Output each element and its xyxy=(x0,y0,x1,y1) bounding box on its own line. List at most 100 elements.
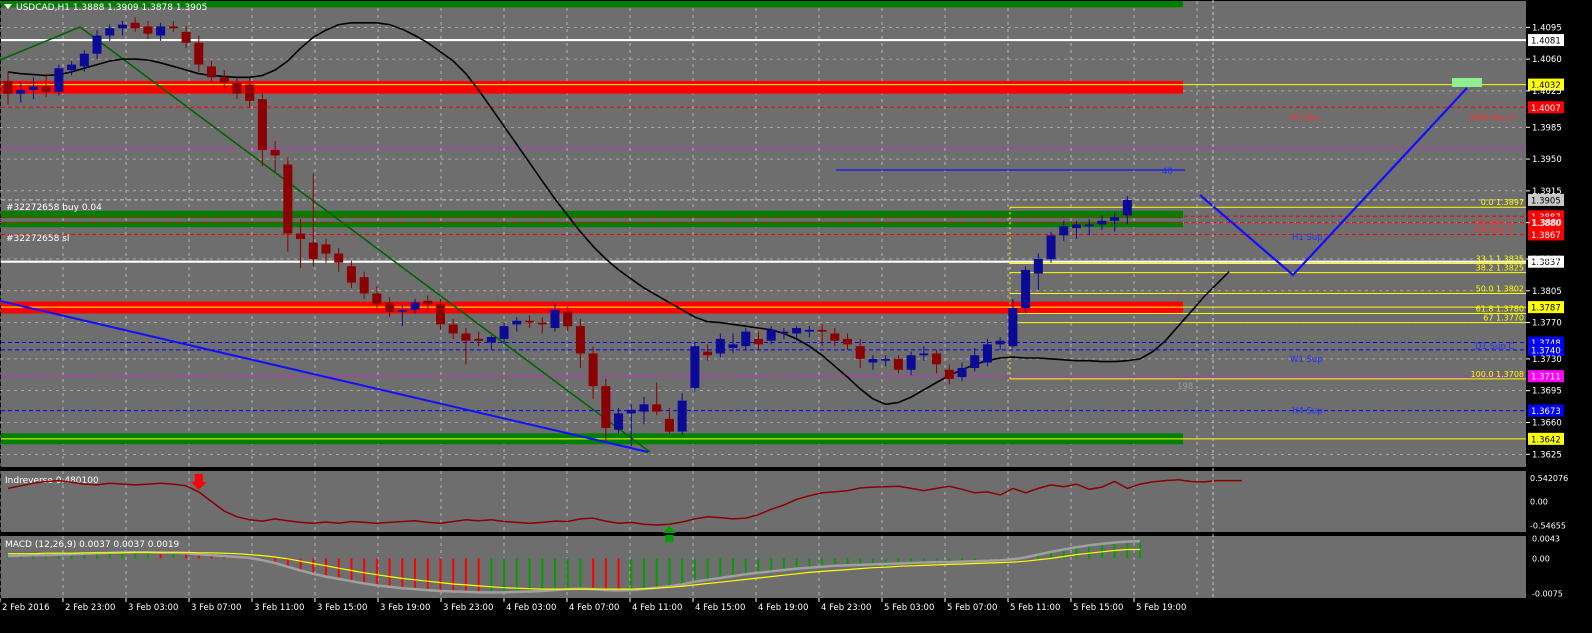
sr-zone xyxy=(1,210,1183,219)
time-tick-label: 3 Feb 15:00 xyxy=(317,603,367,613)
indreverse-plot-background xyxy=(1,471,1526,532)
candle-body xyxy=(1059,226,1069,236)
price-tick-label: 1.3840 xyxy=(1532,255,1562,265)
time-axis-background xyxy=(0,598,1592,629)
candle-body xyxy=(601,386,611,428)
candle-body xyxy=(614,413,624,430)
candle-body xyxy=(664,418,674,432)
time-tick-label: 5 Feb 11:00 xyxy=(1010,603,1060,613)
price-tick-label: 1.4095 xyxy=(1532,23,1562,33)
price-tick-label: 1.3695 xyxy=(1532,387,1562,397)
candle-body xyxy=(194,42,204,65)
fib-level-label: 50.0 1.3802 xyxy=(1476,284,1524,293)
candle-body xyxy=(499,326,509,339)
candle-body xyxy=(995,340,1005,345)
price-level-tag xyxy=(1528,78,1564,91)
price-level-tag xyxy=(1528,216,1564,229)
candle-body xyxy=(461,333,471,341)
candle-body xyxy=(168,26,178,29)
price-tick-label: 1.4025 xyxy=(1532,87,1562,97)
fib-level-label: 67 1.3770 xyxy=(1483,314,1524,323)
level-annotation: 198 xyxy=(1177,382,1193,392)
candle-body xyxy=(626,409,636,414)
time-tick-label: 4 Feb 15:00 xyxy=(695,603,745,613)
candle-body xyxy=(893,358,903,370)
time-tick-label: 5 Feb 15:00 xyxy=(1073,603,1123,613)
price-level-tag xyxy=(1528,404,1564,417)
horizontal-levels xyxy=(1,38,1526,440)
candle-body xyxy=(156,26,166,36)
macd-tick-label: 0.0043 xyxy=(1532,534,1560,543)
time-tick-label: 4 Feb 19:00 xyxy=(758,603,808,613)
time-tick-label: 4 Feb 07:00 xyxy=(569,603,619,613)
price-level-tag-text: 1.3642 xyxy=(1531,435,1561,445)
time-tick-label: 3 Feb 11:00 xyxy=(254,603,304,613)
green-trendline xyxy=(0,26,651,453)
candle-body xyxy=(766,329,776,341)
price-tick-label: 1.3625 xyxy=(1532,450,1562,460)
price-tick-label: 1.3730 xyxy=(1532,355,1562,365)
candle-body xyxy=(16,90,26,94)
candle-body xyxy=(334,253,344,263)
candle-body xyxy=(270,149,280,156)
price-level-tag-text: 1.4007 xyxy=(1531,104,1561,114)
candle-body xyxy=(219,77,229,83)
price-level-tag xyxy=(1528,301,1564,314)
candle-body xyxy=(550,309,560,329)
candle-body xyxy=(843,338,853,345)
price-level-tag xyxy=(1528,432,1564,445)
candle-body xyxy=(143,26,153,34)
price-tick-label: 1.3915 xyxy=(1532,187,1562,197)
candle-body xyxy=(1110,217,1120,221)
fib-level-label: 38.2 1.3825 xyxy=(1476,264,1524,273)
price-tick-label: 1.3770 xyxy=(1532,319,1562,329)
candle-body xyxy=(982,344,992,363)
candle-body xyxy=(881,358,891,361)
level-annotations: D1 Res MN1 Res C H1 Res CH4 Res C H1 Sup D1 … xyxy=(1162,113,1516,416)
candle-body xyxy=(448,324,458,334)
fib-level-label: 61.8 1.3780 xyxy=(1476,304,1524,313)
price-tick-label: 1.4060 xyxy=(1532,55,1562,65)
sr-zone xyxy=(1,1,1183,8)
candle-body xyxy=(575,326,585,354)
price-level-tag xyxy=(1528,193,1564,206)
macd-tick-label: -0.0075 xyxy=(1532,589,1563,598)
price-tick-label: 1.3880 xyxy=(1532,219,1562,229)
candle-body xyxy=(385,302,395,312)
level-annotation: H1 Sup xyxy=(1292,233,1323,243)
candle-body xyxy=(245,84,255,101)
symbol-header: USDCAD,H1 1.3888 1.3909 1.3878 1.3905 xyxy=(16,3,207,13)
time-tick-label: 3 Feb 19:00 xyxy=(380,603,430,613)
macd-plot-background xyxy=(1,536,1526,598)
fib-level-label: 33.1 1.3835 xyxy=(1476,255,1524,264)
candle-body xyxy=(753,338,763,345)
level-annotation: H4 Sup xyxy=(1292,407,1323,417)
candle-body xyxy=(257,99,267,150)
candle-body xyxy=(410,302,420,310)
candle-body xyxy=(868,358,878,363)
candle-body xyxy=(588,353,598,387)
price-level-tag xyxy=(1528,101,1564,114)
candle-body xyxy=(932,353,942,365)
level-annotation: W1 Sup xyxy=(1290,355,1323,365)
candle-body xyxy=(207,66,217,78)
header-triangle-icon xyxy=(4,4,12,9)
sr-zone xyxy=(1,221,1183,228)
candle-body xyxy=(346,266,356,283)
level-annotation: H4 Res C xyxy=(1475,226,1513,236)
sr-zone xyxy=(1,80,1183,94)
candle-body xyxy=(474,338,484,341)
blue-trendline xyxy=(0,300,649,453)
time-tick-label: 5 Feb 19:00 xyxy=(1136,603,1186,613)
candle-body xyxy=(1084,224,1094,227)
candle-body xyxy=(690,346,700,388)
candle-body xyxy=(728,344,738,349)
candle-body xyxy=(486,337,496,343)
candle-body xyxy=(1046,235,1056,259)
indreverse-line xyxy=(7,478,1242,526)
price-level-tag xyxy=(1528,228,1564,241)
price-tick-label: 1.3950 xyxy=(1532,155,1562,165)
